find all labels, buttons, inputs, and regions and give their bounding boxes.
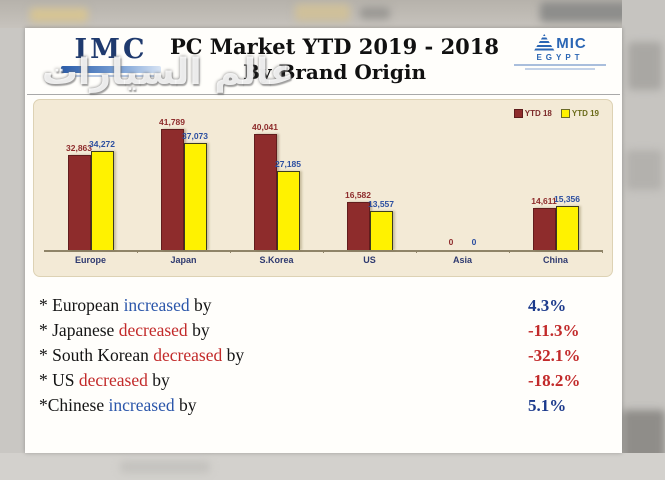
bullet-text: * US decreased by — [39, 370, 170, 390]
bar-value-label: 40,041 — [252, 122, 278, 132]
bar-ytd-18: 40,041 — [252, 122, 278, 250]
slide-header: IMC PC Market YTD 2019 - 2018 By Brand O… — [25, 28, 622, 94]
bar-value-label: 34,272 — [89, 139, 115, 149]
bar-group-europe: 32,863 34,272 Europe — [44, 118, 138, 265]
chart-legend: YTD 18 YTD 19 — [513, 109, 599, 118]
bullet-percentage: -32.1% — [528, 346, 581, 365]
bullet-verb: decreased — [118, 320, 188, 340]
amic-caption-line — [525, 68, 595, 70]
blur-blob — [628, 42, 662, 90]
bar-value-label: 16,582 — [345, 190, 371, 200]
blur-blob — [30, 8, 88, 22]
imc-logo-caption-line — [68, 75, 154, 77]
bar-value-label: 32,863 — [66, 143, 92, 153]
legend-label: YTD 19 — [571, 109, 599, 118]
bar-ytd-18: 32,863 — [66, 143, 92, 250]
bar-value-label: 15,356 — [554, 194, 580, 204]
bar-ytd-19: 34,272 — [89, 139, 115, 250]
bar-value-label: 0 — [448, 237, 454, 247]
bar-group-asia: 0 0 Asia — [416, 118, 510, 265]
bar-ytd-19: 15,356 — [554, 194, 580, 250]
legend-item-ytd18: YTD 18 — [513, 109, 552, 118]
chart-plot-area: 32,863 34,272 Europe 41,789 37,073 Japan 40,04… — [44, 117, 603, 265]
slide-title-line1: PC Market YTD 2019 - 2018 — [169, 34, 500, 59]
category-label: Europe — [74, 255, 106, 265]
bar-ytd-18: 16,582 — [345, 190, 371, 250]
header-divider — [27, 94, 620, 95]
blur-blob — [120, 461, 210, 473]
bullet-row: *Chinese increased by 5.1% — [39, 393, 614, 418]
amic-egypt-text: EGYPT — [536, 53, 584, 62]
bar-chart: YTD 18 YTD 19 32,863 34,272 Europe 41,789 37… — [33, 99, 613, 277]
bullet-text: *Chinese increased by — [39, 395, 197, 415]
summary-bullet-list: * European increased by 4.3% * Japanese de… — [25, 277, 622, 418]
legend-item-ytd19: YTD 19 — [560, 109, 599, 118]
amic-logo-text: MIC — [556, 35, 587, 52]
top-blurred-strip — [0, 0, 665, 28]
presentation-slide: IMC PC Market YTD 2019 - 2018 By Brand O… — [25, 28, 622, 453]
amic-egypt-logo: MIC EGYPT — [508, 34, 612, 70]
slide-title-line2: By Brand Origin — [242, 60, 427, 84]
blur-blob — [360, 7, 390, 19]
bullet-row: * US decreased by -18.2% — [39, 368, 614, 393]
category-label: Asia — [452, 255, 472, 265]
bullet-row: * European increased by 4.3% — [39, 293, 614, 318]
bar-ytd-19: 27,185 — [275, 159, 301, 250]
imc-logo-bar — [61, 66, 161, 73]
bar-group-s-korea: 40,041 27,185 S.Korea — [230, 118, 324, 265]
blur-blob — [295, 4, 350, 21]
amic-caption-line — [514, 64, 606, 66]
bar-value-label: 14,611 — [531, 196, 557, 206]
bullet-verb: decreased — [153, 345, 223, 365]
bullet-percentage: -11.3% — [528, 321, 580, 340]
bullet-row: * Japanese decreased by -11.3% — [39, 318, 614, 343]
bullet-verb: increased — [123, 295, 190, 315]
legend-swatch-ytd19 — [560, 109, 570, 118]
bullet-percentage: 5.1% — [528, 396, 567, 415]
amic-triangle-a-icon — [533, 34, 556, 52]
bar-value-label: 41,789 — [159, 117, 185, 127]
bullet-percentage: -18.2% — [528, 371, 581, 390]
bar-ytd-19: 37,073 — [182, 131, 208, 250]
bar-group-us: 16,582 13,557 US — [323, 118, 417, 265]
bar-group-japan: 41,789 37,073 Japan — [137, 117, 231, 265]
bullet-text: * Japanese decreased by — [39, 320, 210, 340]
blur-blob — [626, 150, 662, 190]
bar-value-label: 13,557 — [368, 199, 394, 209]
right-blurred-strip — [622, 0, 665, 480]
bar-ytd-19: 13,557 — [368, 199, 394, 250]
category-label: S.Korea — [259, 255, 294, 265]
bullet-text: * South Korean decreased by — [39, 345, 245, 365]
bullet-percentage: 4.3% — [528, 296, 567, 315]
bar-ytd-18: 14,611 — [531, 196, 557, 250]
blur-blob — [540, 2, 630, 22]
bullet-verb: increased — [108, 395, 175, 415]
category-label: US — [363, 255, 376, 265]
bar-value-label: 0 — [471, 237, 477, 247]
legend-label: YTD 18 — [524, 109, 552, 118]
bottom-blurred-strip — [0, 453, 665, 480]
category-label: Japan — [170, 255, 197, 265]
category-label: China — [542, 255, 568, 265]
bar-value-label: 37,073 — [182, 131, 208, 141]
slide-title-block: PC Market YTD 2019 - 2018 By Brand Origi… — [161, 28, 508, 85]
imc-logo: IMC — [61, 35, 161, 77]
bar-group-china: 14,611 15,356 China — [509, 118, 603, 265]
bar-ytd-18: 41,789 — [159, 117, 185, 250]
bullet-verb: decreased — [78, 370, 148, 390]
bullet-text: * European increased by — [39, 295, 212, 315]
bullet-row: * South Korean decreased by -32.1% — [39, 343, 614, 368]
imc-logo-text: IMC — [74, 34, 148, 65]
bar-value-label: 27,185 — [275, 159, 301, 169]
legend-swatch-ytd18 — [513, 109, 523, 118]
